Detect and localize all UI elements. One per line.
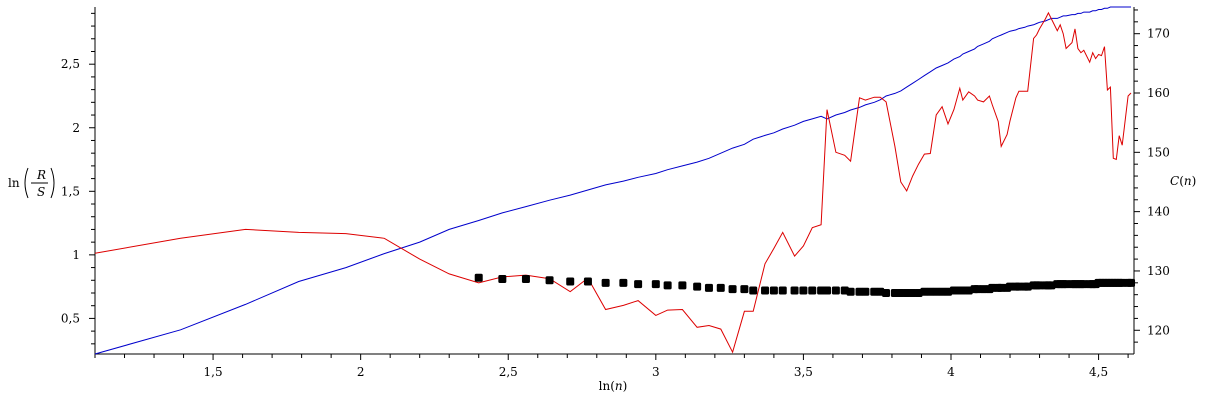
black-series-point <box>678 281 687 290</box>
black-series-point <box>651 280 660 289</box>
black-series-point <box>799 286 808 295</box>
black-series-point <box>831 286 840 295</box>
black-series-point <box>1127 278 1136 287</box>
black-series-point <box>761 286 770 295</box>
black-series-point <box>634 280 643 289</box>
black-series-point <box>545 276 554 285</box>
black-series-point <box>704 283 713 292</box>
black-series-point <box>740 285 749 294</box>
black-series-point <box>716 283 725 292</box>
y-right-tick-label: 160 <box>1147 86 1170 100</box>
x-tick-label: 4 <box>947 365 955 379</box>
y-left-tick-label: 2,5 <box>61 57 80 71</box>
y-right-tick-label: 140 <box>1147 205 1170 219</box>
y-right-tick-label: 170 <box>1147 27 1170 41</box>
black-series-point <box>790 286 799 295</box>
black-series-point <box>846 287 855 296</box>
y-right-axis-label: C(n) <box>1170 174 1196 188</box>
series-layer <box>94 6 1136 355</box>
y-right-tick-label: 150 <box>1147 145 1170 159</box>
svg-text:ln: ln <box>8 176 20 190</box>
x-tick-label: 3,5 <box>794 365 813 379</box>
black-series-point <box>778 286 787 295</box>
y-left-tick-label: 1 <box>72 248 80 262</box>
black-series-point <box>583 277 592 286</box>
black-series-point <box>663 281 672 290</box>
x-tick-label: 4,5 <box>1089 365 1108 379</box>
svg-text:R: R <box>36 168 46 182</box>
x-tick-label: 2,5 <box>499 365 518 379</box>
black-series-point <box>861 287 870 296</box>
black-series-point <box>882 288 891 297</box>
black-series-point <box>566 277 575 286</box>
y-left-axis-label: ln R S <box>8 167 55 199</box>
black-series-point <box>808 286 817 295</box>
black-series-point <box>498 275 507 284</box>
labels: ln(n) ln R S C(n) <box>8 167 1196 393</box>
red-series-line <box>94 11 1132 354</box>
y-right-tick-label: 120 <box>1147 323 1170 337</box>
x-tick-label: 1,5 <box>204 365 223 379</box>
x-tick-label: 3 <box>652 365 660 379</box>
y-left-tick-label: 1,5 <box>61 184 80 198</box>
axes: 1,5 2 2,5 3 3,5 4 4,5 0,5 1 1,5 2 2,5 120 130 140 150 16… <box>61 7 1170 379</box>
black-series-point <box>823 286 832 295</box>
x-axis-label: ln(n) <box>599 379 628 393</box>
svg-text:S: S <box>37 185 45 199</box>
black-series-point <box>474 273 483 282</box>
y-left-tick-label: 0,5 <box>61 311 80 325</box>
black-series-point <box>521 275 530 284</box>
black-series-point <box>693 282 702 291</box>
x-tick-label: 2 <box>357 365 365 379</box>
blue-series-line <box>94 6 1131 355</box>
black-series-point <box>601 278 610 287</box>
y-left-tick-label: 2 <box>72 121 80 135</box>
black-series-point <box>619 278 628 287</box>
black-series-point <box>749 286 758 295</box>
black-series-point <box>769 286 778 295</box>
y-right-tick-label: 130 <box>1147 264 1170 278</box>
black-series-point <box>728 285 737 294</box>
